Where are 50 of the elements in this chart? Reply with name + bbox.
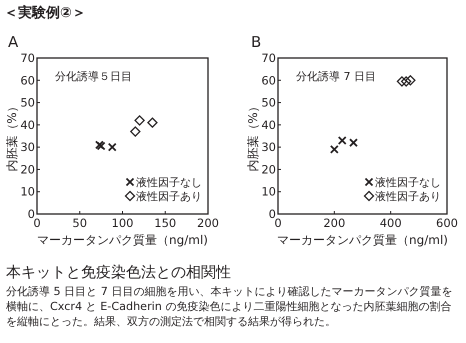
y-tick-label: 70 (20, 51, 35, 65)
point (401, 76, 412, 87)
x-axis-title: マーカータンパク質量（ng/ml) (37, 233, 208, 247)
point (134, 115, 145, 126)
text: 分化誘導 5 日目と 7 日目の細胞を用い、本キットにより確認したマーカータンパク質量を横軸に、Cxcr4 と E-Cadherin の免疫染色により二重陽性細胞となった内胚葉細胞の割合を縦軸にとった。結果、双方の測定法で相関する結果が得られた。 (6, 284, 454, 329)
chart-title: B (251, 33, 262, 51)
point (95, 140, 104, 150)
x-tick-label: 400 (380, 216, 402, 230)
point (130, 126, 140, 137)
y-tick-label: 0 (28, 207, 35, 221)
y-tick-label: 50 (20, 96, 35, 110)
point (338, 136, 347, 145)
y-tick-label: 10 (261, 184, 276, 199)
x-tick-label: 200 (323, 216, 346, 230)
legend-label: 液性因子なし (375, 176, 441, 189)
text: ＜実験例②＞ (4, 4, 86, 21)
annotation: 分化誘導５日目 (55, 70, 132, 83)
y-tick-label: 60 (261, 73, 276, 88)
text: 本キットと免疫染色法との相関性 (6, 263, 232, 282)
x-tick-label: 50 (72, 216, 88, 230)
legend-label: 液性因子なし (136, 176, 202, 189)
y-tick-label: 70 (261, 51, 276, 65)
legend-label: 液性因子あり (136, 190, 202, 203)
y-tick-label: 20 (261, 162, 276, 176)
legend-label: 液性因子あり (375, 190, 441, 203)
y-axis-title: 内胚葉（%） (246, 100, 260, 172)
point (349, 138, 358, 148)
point (147, 117, 158, 128)
y-tick-label: 40 (261, 118, 276, 132)
y-tick-label: 30 (20, 140, 35, 154)
y-axis-title: 内胚葉（%） (5, 100, 19, 172)
point (396, 76, 408, 87)
chart-title: A (8, 33, 19, 51)
x-tick-label: 200 (197, 216, 219, 230)
y-tick-label: 40 (20, 118, 35, 132)
x-tick-label: 150 (154, 216, 176, 230)
y-tick-label: 50 (261, 96, 276, 110)
y-tick-label: 10 (20, 184, 35, 199)
annotation: 分化誘導 7 日目 (296, 70, 376, 83)
x-axis-title: マーカータンパク質量（ng/ml) (277, 233, 448, 247)
y-tick-label: 60 (20, 73, 35, 88)
x-tick-label: 600 (436, 216, 458, 230)
point (405, 75, 416, 86)
y-tick-label: 0 (268, 207, 276, 221)
y-tick-label: 30 (261, 140, 276, 154)
x-tick-label: 100 (112, 216, 134, 230)
point (96, 142, 106, 150)
point (108, 142, 117, 152)
point (330, 144, 339, 154)
y-tick-label: 20 (20, 162, 35, 176)
